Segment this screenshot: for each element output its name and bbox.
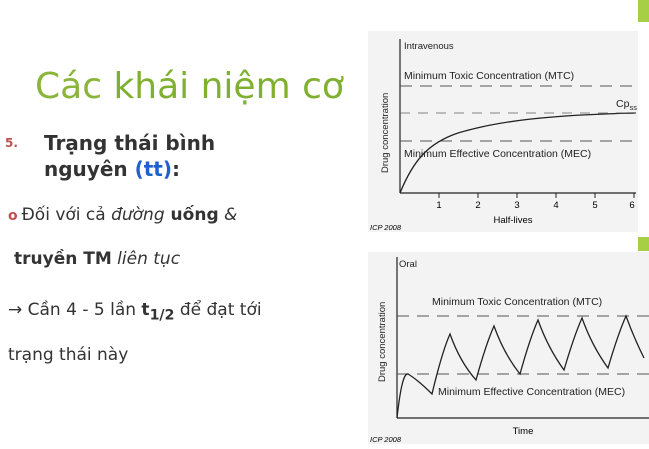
iv-chart: Intravenous Minimum Toxic Concentration … — [368, 31, 638, 232]
heading-line1: Trạng thái bình — [44, 131, 216, 155]
section-number: 5. — [5, 136, 18, 150]
iv-tick-label: 5 — [592, 200, 597, 211]
iv-ylabel: Drug concentration — [380, 93, 391, 173]
iv-tick-label: 1 — [436, 200, 441, 211]
route-iv: truyền TM — [14, 249, 112, 269]
iv-chart-bg — [368, 31, 638, 232]
route-oral: uống — [164, 205, 219, 225]
iv-curve — [399, 112, 637, 194]
route-iv-continuous: liên tục — [111, 249, 181, 269]
route-oral-word: đường — [111, 205, 165, 225]
oral-chart-bg — [368, 252, 649, 444]
accent-bar-top — [638, 0, 649, 22]
oral-curve — [396, 314, 645, 419]
iv-label: Intravenous — [404, 41, 454, 52]
half-life-symbol: t1/2 — [141, 300, 175, 324]
accent-bar-mid — [638, 237, 649, 251]
bullet-line: o Đối với cả đường uống & — [8, 205, 237, 225]
title-part1: Các — [35, 66, 114, 107]
conclusion-line: → Cần 4 - 5 lần t1/2 để đạt tới — [8, 300, 262, 323]
iv-mtc-label: Minimum Toxic Concentration (MTC) — [404, 70, 574, 82]
iv-credit: ICP 2008 — [370, 223, 402, 232]
iv-ticks: 1 2 3 4 5 6 — [436, 193, 635, 211]
conclusion-text: → Cần 4 - 5 lần — [8, 300, 142, 320]
bullet-marker: o — [8, 208, 18, 224]
iv-tick-label: 4 — [553, 200, 558, 211]
cpss-sub: ss — [629, 103, 637, 112]
t-symbol: t — [141, 300, 150, 320]
oral-label: Oral — [399, 259, 417, 270]
heading-line2: nguyên (tt): — [44, 156, 215, 182]
oral-ylabel: Drug concentration — [377, 302, 388, 382]
bullet-conj: & — [218, 205, 238, 225]
heading-colon: : — [172, 157, 181, 181]
oral-xlabel: Time — [513, 426, 534, 437]
heading-paren-close: ) — [162, 157, 173, 181]
conclusion-rest: để đạt tới — [174, 300, 262, 320]
oral-mtc-label: Minimum Toxic Concentration (MTC) — [432, 296, 602, 308]
title-part2: khái niệm cơ — [113, 66, 344, 107]
iv-tick-label: 6 — [629, 200, 634, 211]
bullet-line-2: truyền TM liên tục — [14, 249, 180, 269]
iv-tick-label: 3 — [514, 200, 519, 211]
t-subscript: 1/2 — [149, 307, 175, 324]
iv-tick-label: 2 — [475, 200, 480, 211]
heading-word: nguyên — [44, 157, 135, 181]
iv-xlabel: Half-lives — [493, 215, 532, 226]
iv-mec-label: Minimum Effective Concentration (MEC) — [404, 148, 591, 160]
conclusion-line-2: trạng thái này — [8, 345, 129, 365]
heading-abbrev: tt — [143, 157, 163, 181]
heading-paren-open: ( — [134, 157, 144, 181]
oral-chart-svg: Oral Minimum Toxic Concentration (MTC) M… — [368, 252, 649, 444]
slide-title: Các khái niệm cơ — [35, 66, 344, 107]
oral-mec-label: Minimum Effective Concentration (MEC) — [438, 386, 625, 398]
oral-chart: Oral Minimum Toxic Concentration (MTC) M… — [368, 252, 649, 444]
oral-credit: ICP 2008 — [370, 435, 402, 444]
section-heading: Trạng thái bình nguyên (tt): — [44, 130, 215, 182]
bullet-prefix: Đối với cả — [21, 205, 112, 225]
iv-cpss-label: Cpss — [616, 98, 637, 112]
iv-chart-svg: Intravenous Minimum Toxic Concentration … — [368, 31, 638, 232]
cpss-text: Cp — [616, 98, 630, 110]
